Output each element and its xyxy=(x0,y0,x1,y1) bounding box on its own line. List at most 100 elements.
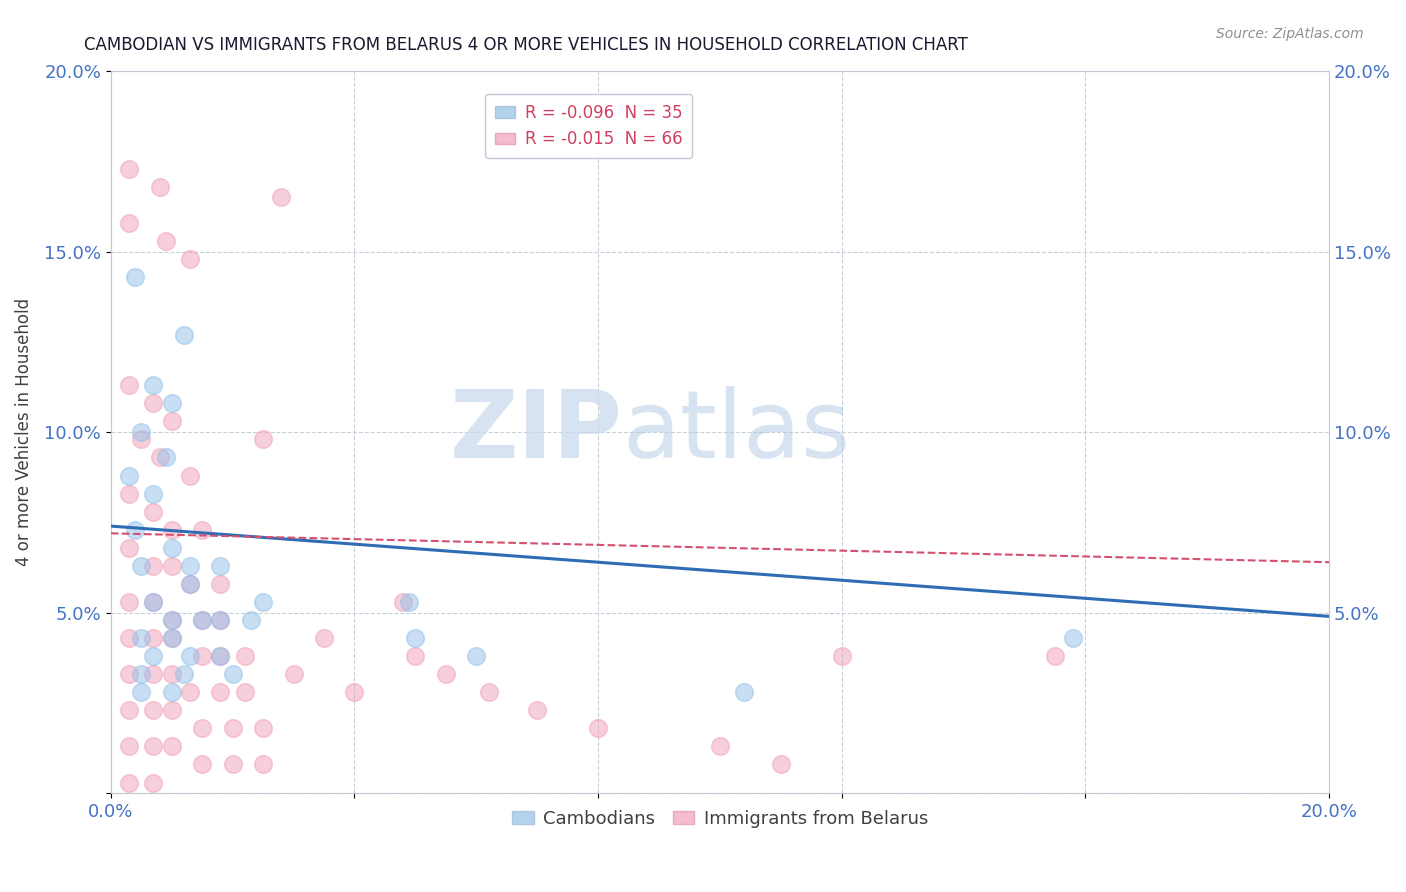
Point xyxy=(733,685,755,699)
Point xyxy=(209,685,232,699)
Point xyxy=(831,649,853,664)
Point xyxy=(142,595,165,609)
Point xyxy=(283,667,305,681)
Point xyxy=(142,703,165,717)
Point xyxy=(1043,649,1066,664)
Point xyxy=(118,216,141,230)
Point xyxy=(142,775,165,789)
Point xyxy=(252,595,274,609)
Point xyxy=(465,649,488,664)
Point xyxy=(160,414,183,428)
Point xyxy=(118,631,141,645)
Point xyxy=(173,327,195,342)
Point xyxy=(179,577,201,591)
Point xyxy=(191,613,214,627)
Point xyxy=(209,649,232,664)
Point xyxy=(239,613,262,627)
Point xyxy=(118,703,141,717)
Point xyxy=(160,558,183,573)
Point xyxy=(209,558,232,573)
Y-axis label: 4 or more Vehicles in Household: 4 or more Vehicles in Household xyxy=(15,298,32,566)
Point xyxy=(155,450,177,465)
Point xyxy=(191,613,214,627)
Point xyxy=(129,558,152,573)
Point xyxy=(142,631,165,645)
Point xyxy=(179,577,201,591)
Point xyxy=(118,378,141,392)
Text: CAMBODIAN VS IMMIGRANTS FROM BELARUS 4 OR MORE VEHICLES IN HOUSEHOLD CORRELATION: CAMBODIAN VS IMMIGRANTS FROM BELARUS 4 O… xyxy=(84,36,969,54)
Point xyxy=(191,523,214,537)
Point xyxy=(343,685,366,699)
Point xyxy=(404,631,426,645)
Point xyxy=(173,667,195,681)
Point xyxy=(209,613,232,627)
Text: Source: ZipAtlas.com: Source: ZipAtlas.com xyxy=(1216,27,1364,41)
Point xyxy=(129,631,152,645)
Point xyxy=(142,649,165,664)
Point xyxy=(209,649,232,664)
Text: ZIP: ZIP xyxy=(450,386,623,478)
Point xyxy=(1062,631,1084,645)
Point xyxy=(160,739,183,754)
Point xyxy=(233,649,256,664)
Point xyxy=(221,667,243,681)
Point xyxy=(118,161,141,176)
Point xyxy=(160,541,183,555)
Point xyxy=(392,595,415,609)
Point xyxy=(179,558,201,573)
Point xyxy=(142,486,165,500)
Legend: Cambodians, Immigrants from Belarus: Cambodians, Immigrants from Belarus xyxy=(505,803,935,835)
Point xyxy=(709,739,731,754)
Point xyxy=(118,667,141,681)
Point xyxy=(129,425,152,440)
Point xyxy=(586,722,609,736)
Point xyxy=(142,505,165,519)
Point xyxy=(179,468,201,483)
Point xyxy=(233,685,256,699)
Point xyxy=(209,577,232,591)
Point xyxy=(270,190,292,204)
Point xyxy=(769,757,792,772)
Point xyxy=(142,595,165,609)
Point xyxy=(142,396,165,410)
Point xyxy=(129,667,152,681)
Point xyxy=(118,595,141,609)
Point xyxy=(398,595,420,609)
Point xyxy=(148,450,170,465)
Point xyxy=(221,722,243,736)
Point xyxy=(160,703,183,717)
Point xyxy=(160,396,183,410)
Point xyxy=(148,179,170,194)
Point xyxy=(252,433,274,447)
Point xyxy=(118,775,141,789)
Point xyxy=(179,649,201,664)
Point xyxy=(118,486,141,500)
Point xyxy=(160,523,183,537)
Point xyxy=(252,757,274,772)
Point xyxy=(160,613,183,627)
Point xyxy=(129,685,152,699)
Text: atlas: atlas xyxy=(623,386,851,478)
Point xyxy=(312,631,335,645)
Point xyxy=(160,613,183,627)
Point xyxy=(118,468,141,483)
Point xyxy=(160,667,183,681)
Point xyxy=(209,613,232,627)
Point xyxy=(160,685,183,699)
Point xyxy=(142,558,165,573)
Point xyxy=(118,541,141,555)
Point xyxy=(142,378,165,392)
Point xyxy=(252,722,274,736)
Point xyxy=(221,757,243,772)
Point xyxy=(160,631,183,645)
Point xyxy=(160,631,183,645)
Point xyxy=(191,722,214,736)
Point xyxy=(477,685,499,699)
Point xyxy=(142,739,165,754)
Point xyxy=(124,269,146,284)
Point xyxy=(124,523,146,537)
Point xyxy=(129,433,152,447)
Point xyxy=(155,234,177,248)
Point xyxy=(191,757,214,772)
Point xyxy=(179,252,201,266)
